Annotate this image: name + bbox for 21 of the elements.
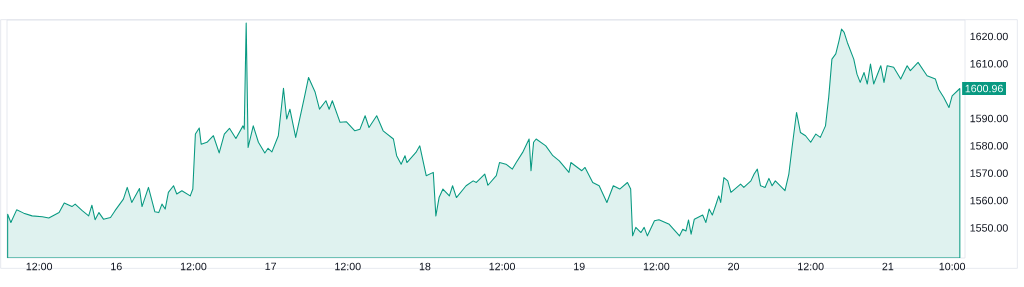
y-tick-label: 1550.00 [970,224,1008,232]
x-tick-label: 18 [419,262,431,271]
y-tick-label: 1580.00 [970,142,1008,150]
x-tick-label: 20 [728,262,740,271]
x-tick-label: 12:00 [335,262,361,271]
annotation: 1600.96 [965,84,1003,93]
y-tick-label: 1570.00 [970,169,1008,177]
x-tick-label: 12:00 [643,262,670,271]
x-tick-label: 17 [265,262,277,271]
y-tick-label: 1590.00 [970,114,1008,123]
y-tick-label: 1610.00 [970,60,1008,68]
x-tick-label: 12:00 [180,262,207,271]
x-tick-label: 19 [574,262,585,271]
y-tick-label: 1620.00 [970,32,1008,41]
x-tick-label: 12:00 [489,262,516,271]
y-tick-label: 1560.00 [970,196,1008,205]
x-tick-label: 10:00 [939,262,966,271]
x-tick-label: 21 [882,262,894,271]
x-tick-label: 12:00 [798,262,824,271]
x-tick-label: 16 [111,262,122,271]
x-tick-label: 12:00 [26,262,53,271]
